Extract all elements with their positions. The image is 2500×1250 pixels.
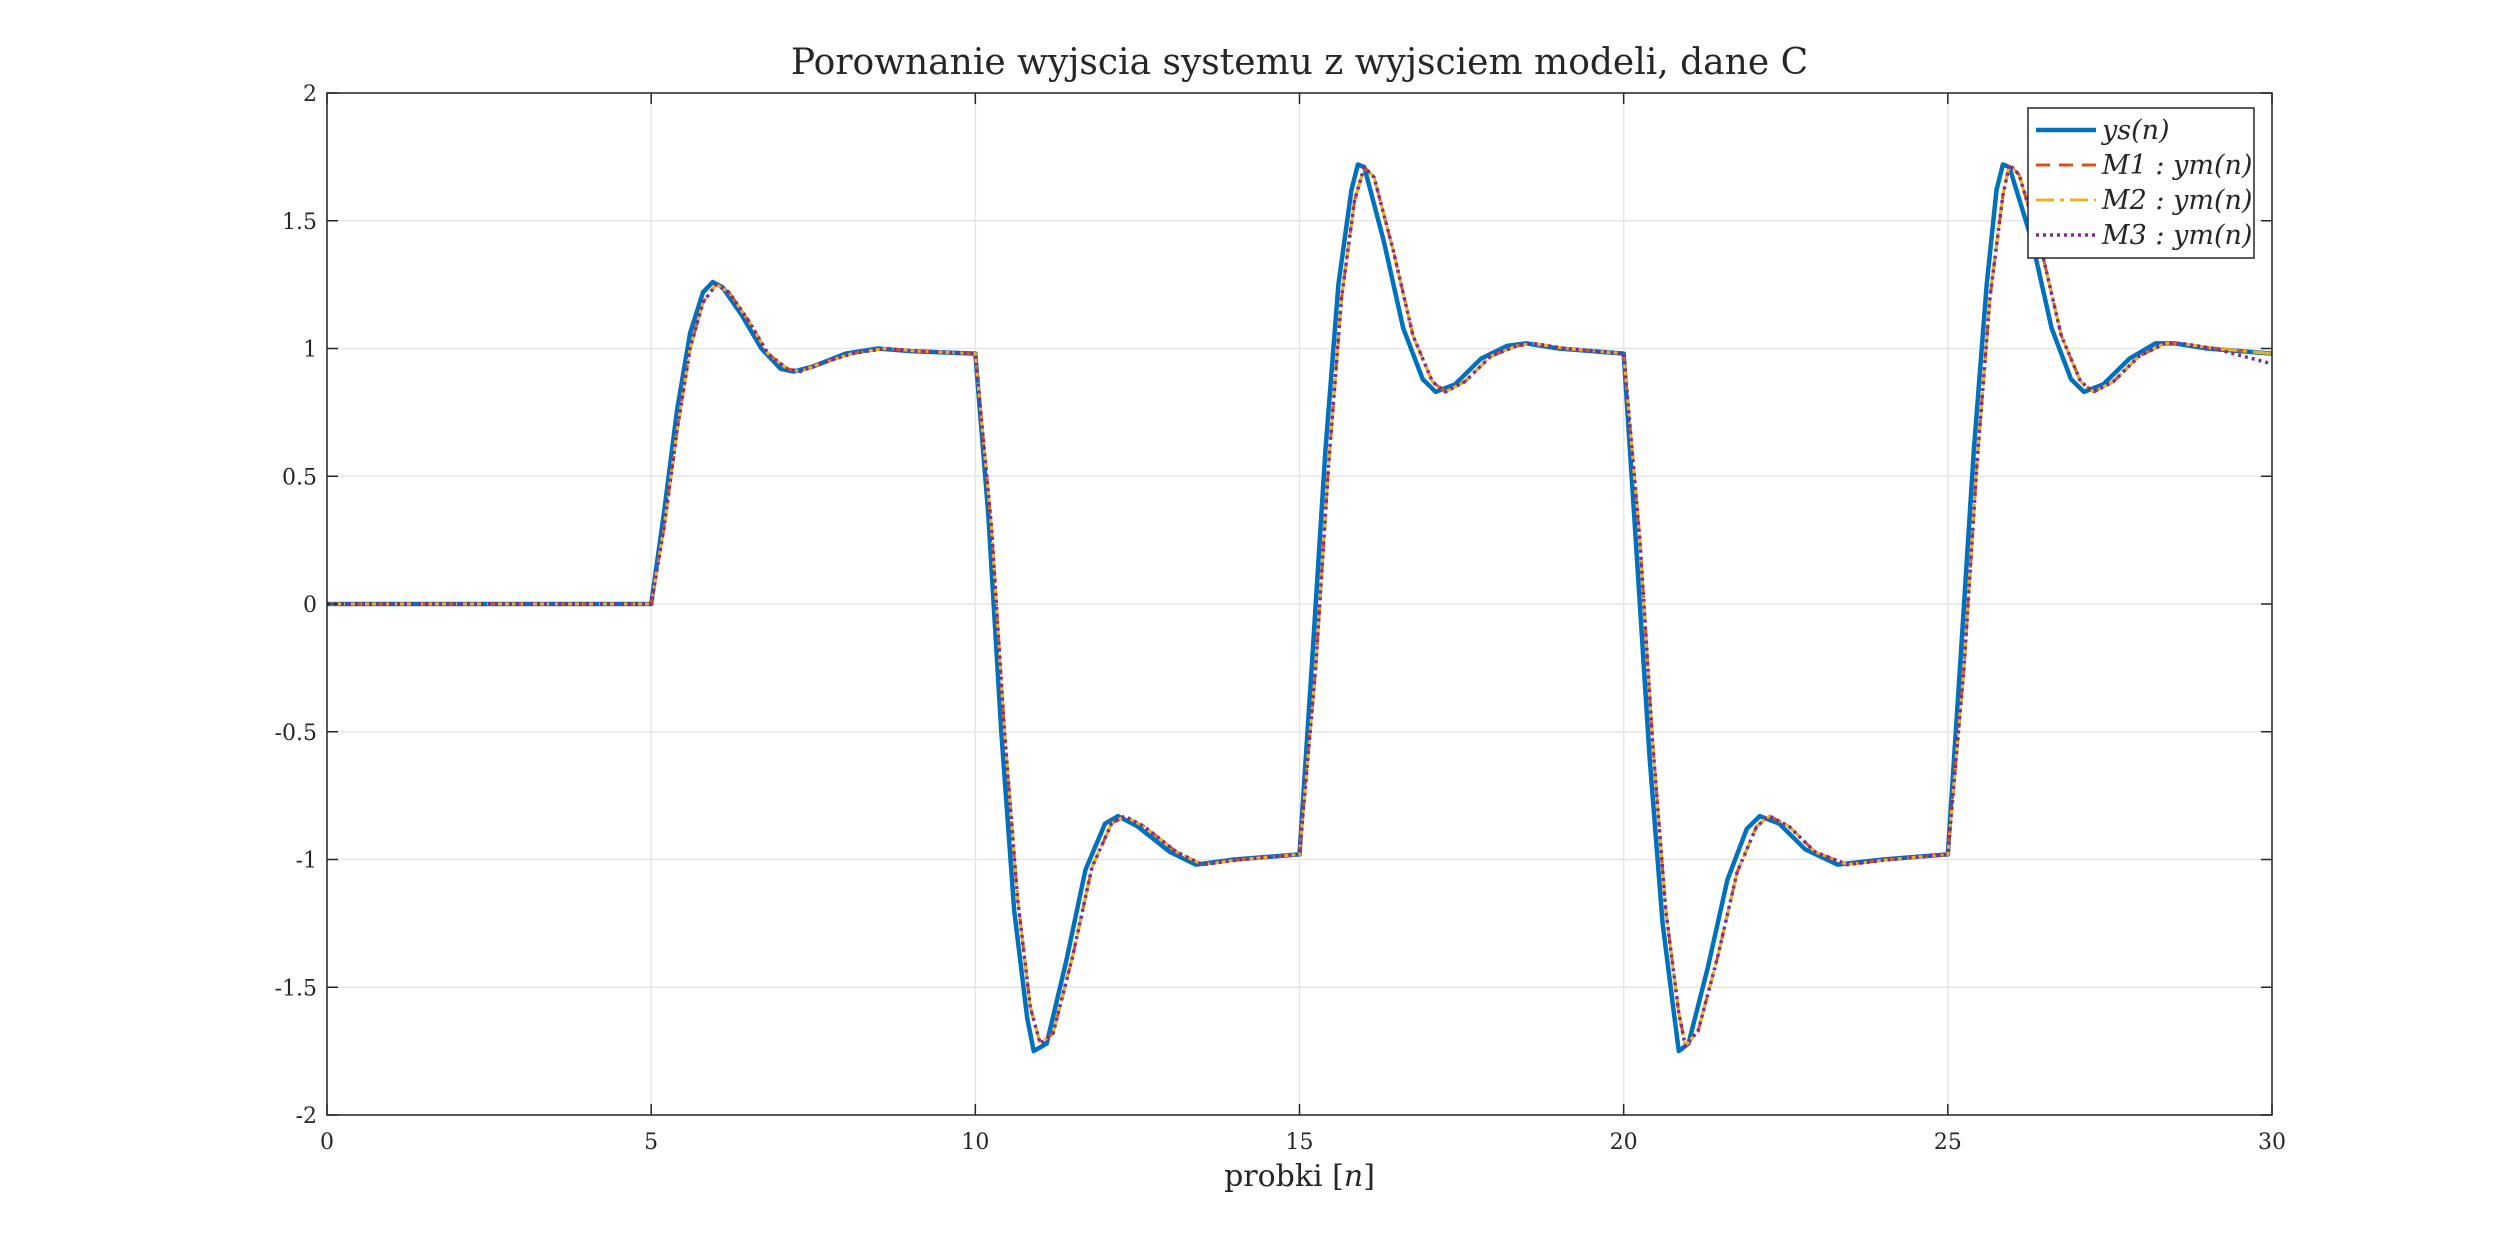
y-tick-label: 1 bbox=[303, 338, 317, 363]
y-tick-label: -0.5 bbox=[275, 721, 317, 746]
y-tick-label: -1.5 bbox=[275, 976, 317, 1001]
tick-marks-and-labels: 0 5 10 15 20 25 30 -2 -1.5 -1 -0.5 0 0.5 1 1.5 2 bbox=[275, 82, 2286, 1155]
x-tick-label: 30 bbox=[2258, 1130, 2286, 1155]
x-tick-label: 25 bbox=[1934, 1130, 1962, 1155]
legend-label-3: M2 : ym(n) bbox=[2101, 185, 2252, 216]
y-tick-label: 0 bbox=[303, 593, 317, 618]
y-tick-label: -1 bbox=[296, 849, 317, 874]
y-tick-label: 1.5 bbox=[282, 210, 317, 235]
x-axis-title-text: probki [ bbox=[1224, 1159, 1344, 1194]
legend-box bbox=[2027, 107, 2255, 259]
chart-title: Porownanie wyjscia systemu z wyjsciem mo… bbox=[791, 42, 1808, 83]
y-tick-label: 2 bbox=[303, 82, 317, 107]
x-axis-title: probki [n] bbox=[1224, 1159, 1375, 1194]
series-line-4 bbox=[327, 162, 2273, 1048]
x-tick-label: 10 bbox=[961, 1130, 989, 1155]
x-tick-label: 15 bbox=[1286, 1130, 1314, 1155]
y-tick-label: -2 bbox=[296, 1104, 317, 1129]
legend-label-2: M1 : ym(n) bbox=[2101, 150, 2252, 181]
series-line-1 bbox=[327, 162, 2273, 1054]
legend: ys(n) M1 : ym(n) M2 : ym(n) M3 : ym(n) bbox=[2027, 107, 2255, 259]
plot-series bbox=[327, 162, 2273, 1054]
x-tick-label: 20 bbox=[1610, 1130, 1638, 1155]
legend-label-1: ys(n) bbox=[2101, 115, 2170, 146]
x-tick-label: 5 bbox=[644, 1130, 658, 1155]
x-axis-title-bracket: ] bbox=[1363, 1159, 1375, 1194]
y-tick-label: 0.5 bbox=[282, 465, 317, 490]
x-axis-title-variable: n bbox=[1344, 1159, 1363, 1194]
legend-label-4: M3 : ym(n) bbox=[2101, 220, 2252, 251]
x-tick-label: 0 bbox=[320, 1130, 334, 1155]
